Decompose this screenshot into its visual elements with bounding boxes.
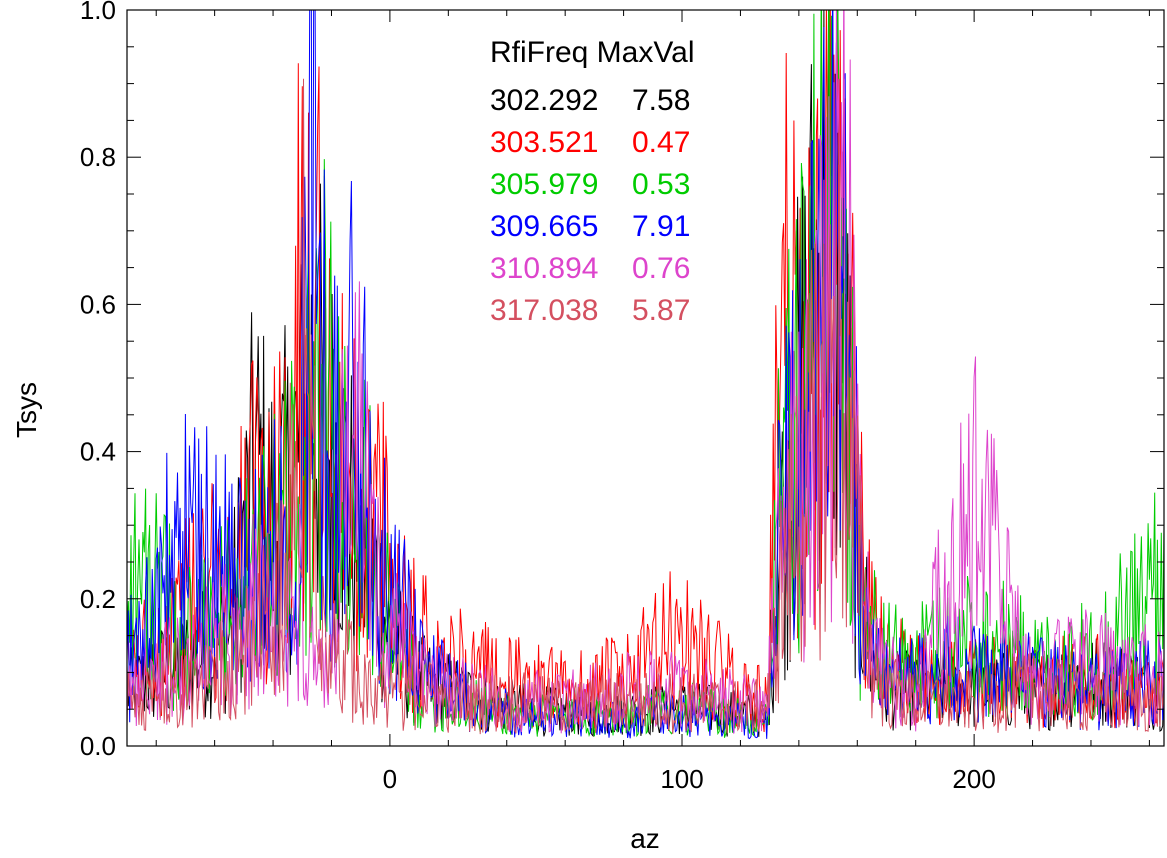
y-tick-label: 0.6 [80,289,116,319]
x-tick-label: 200 [952,764,995,794]
legend-maxval: 0.76 [632,252,690,285]
legend-maxval: 0.47 [632,126,690,159]
legend: RfiFreq MaxVal 302.292 7.58 303.521 0.47 305… [490,36,695,327]
legend-freq: 302.292 [490,84,598,117]
y-tick-label: 0.8 [80,142,116,172]
x-tick-label: 0 [383,764,397,794]
legend-freq: 310.894 [490,252,598,285]
y-tick-label: 0.2 [80,584,116,614]
legend-maxval: 0.53 [632,168,690,201]
legend-maxval: 5.87 [632,294,690,327]
y-tick-label: 1.0 [80,0,116,25]
legend-freq: 317.038 [490,294,598,327]
legend-maxval: 7.91 [632,210,690,243]
legend-freq: 305.979 [490,168,598,201]
y-tick-label: 0.0 [80,731,116,761]
y-axis-label: Tsys [11,382,42,438]
legend-freq: 303.521 [490,126,598,159]
legend-maxval: 7.58 [632,84,690,117]
x-tick-label: 100 [660,764,703,794]
legend-header: RfiFreq MaxVal [490,36,695,69]
x-axis-label: az [630,823,660,854]
legend-freq: 309.665 [490,210,598,243]
y-tick-label: 0.4 [80,437,116,467]
